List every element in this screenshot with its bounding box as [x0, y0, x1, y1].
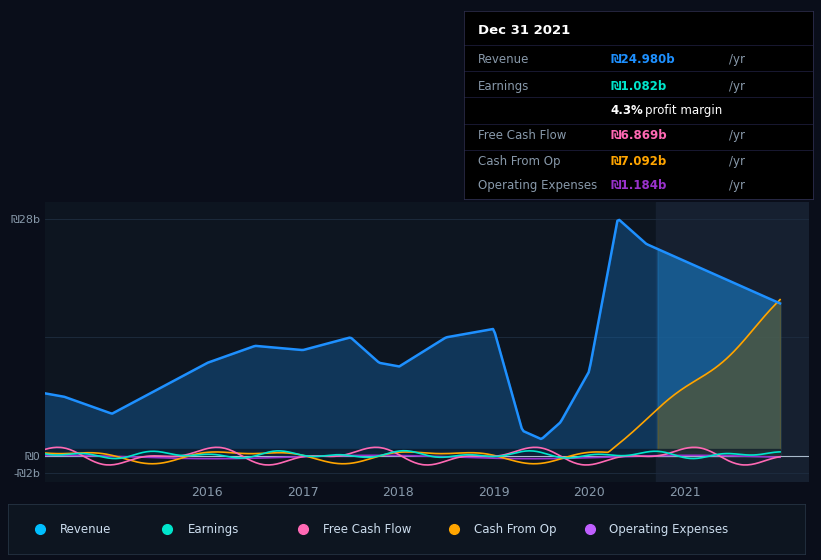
Text: Earnings: Earnings [187, 522, 239, 536]
Text: 4.3%: 4.3% [610, 104, 643, 117]
Text: Free Cash Flow: Free Cash Flow [323, 522, 411, 536]
Text: ₪7.092b: ₪7.092b [610, 155, 667, 168]
Text: Operating Expenses: Operating Expenses [609, 522, 729, 536]
Text: /yr: /yr [729, 128, 745, 142]
Text: Revenue: Revenue [478, 53, 530, 67]
Text: Earnings: Earnings [478, 80, 530, 93]
Text: /yr: /yr [729, 80, 745, 93]
Bar [656, 202, 821, 482]
Text: Cash From Op: Cash From Op [478, 155, 560, 168]
Text: Cash From Op: Cash From Op [474, 522, 557, 536]
Text: ₪6.869b: ₪6.869b [610, 128, 667, 142]
Text: /yr: /yr [729, 53, 745, 67]
Text: Free Cash Flow: Free Cash Flow [478, 128, 566, 142]
Text: profit margin: profit margin [645, 104, 722, 117]
Text: ₪1.082b: ₪1.082b [610, 80, 667, 93]
Text: Revenue: Revenue [60, 522, 112, 536]
Text: Operating Expenses: Operating Expenses [478, 179, 597, 192]
Text: /yr: /yr [729, 179, 745, 192]
Text: ₪24.980b: ₪24.980b [610, 53, 675, 67]
Text: ₪1.184b: ₪1.184b [610, 179, 667, 192]
Text: Dec 31 2021: Dec 31 2021 [478, 24, 570, 38]
Text: /yr: /yr [729, 155, 745, 168]
